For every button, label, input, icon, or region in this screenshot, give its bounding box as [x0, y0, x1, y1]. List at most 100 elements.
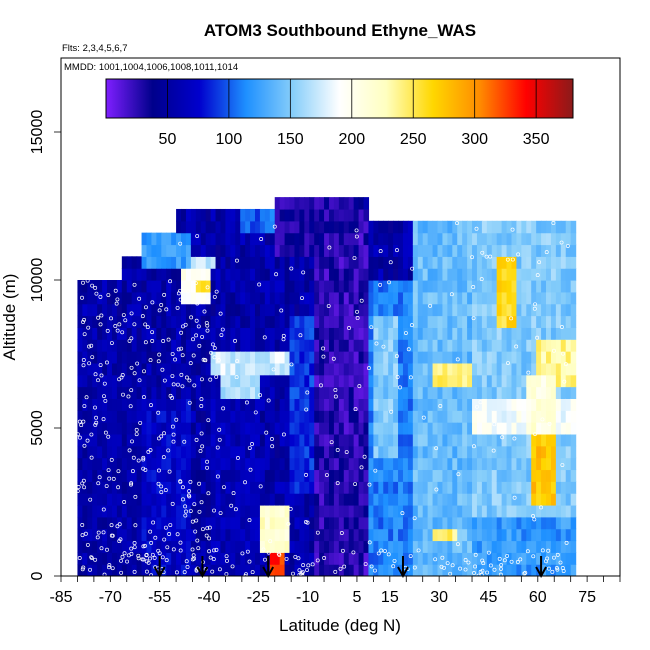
- heatmap-cell: [171, 291, 177, 305]
- heatmap-cell: [284, 422, 291, 435]
- heatmap-cell: [555, 493, 562, 506]
- heatmap-cell: [116, 291, 123, 305]
- sample-point: [179, 372, 184, 377]
- heatmap-cell: [176, 362, 182, 376]
- heatmap-cell: [328, 197, 335, 210]
- heatmap-cell: [422, 315, 429, 328]
- heatmap-cell: [185, 315, 192, 328]
- heatmap-cell: [368, 220, 374, 234]
- sample-point: [463, 567, 468, 572]
- heatmap-cell: [294, 232, 300, 246]
- heatmap-cell: [161, 327, 167, 340]
- heatmap-cell: [348, 315, 355, 328]
- heatmap-cell: [176, 481, 182, 494]
- heatmap-cell: [151, 516, 157, 530]
- sample-point: [276, 551, 281, 556]
- heatmap-cell: [491, 493, 498, 506]
- heatmap-cell: [378, 504, 384, 518]
- heatmap-cell: [121, 398, 128, 411]
- heatmap-cell: [195, 315, 202, 328]
- heatmap-cell: [240, 528, 246, 542]
- heatmap-cell: [407, 351, 414, 364]
- heatmap-cell: [166, 481, 172, 494]
- sample-point: [215, 474, 220, 479]
- heatmap-cell: [452, 516, 458, 530]
- heatmap-cell: [121, 504, 128, 518]
- sample-point: [428, 303, 433, 308]
- heatmap-cell: [363, 208, 370, 222]
- heatmap-cell: [378, 457, 384, 471]
- heatmap-cell: [422, 362, 429, 376]
- heatmap-cell: [111, 351, 118, 364]
- heatmap-cell: [481, 540, 488, 553]
- heatmap-cell: [467, 220, 473, 234]
- heatmap-cell: [560, 362, 567, 376]
- heatmap-cell: [363, 493, 370, 506]
- heatmap-cell: [269, 422, 276, 435]
- heatmap-cell: [353, 351, 360, 364]
- heatmap-cell: [457, 445, 463, 459]
- heatmap-cell: [284, 481, 291, 494]
- heatmap-cell: [141, 256, 148, 269]
- heatmap-cell: [467, 280, 473, 293]
- heatmap-cell: [126, 362, 133, 376]
- sample-point: [372, 568, 377, 573]
- sample-point: [333, 394, 338, 399]
- heatmap-cell: [200, 208, 207, 222]
- sample-point: [173, 357, 177, 362]
- sample-point: [558, 560, 563, 565]
- heatmap-cell: [427, 398, 434, 411]
- heatmap-cell: [255, 220, 261, 234]
- heatmap-cell: [491, 351, 498, 364]
- heatmap-cell: [402, 220, 409, 234]
- heatmap-cell: [383, 540, 389, 553]
- heatmap-cell: [77, 493, 83, 506]
- heatmap-cell: [570, 315, 577, 328]
- heatmap-cell: [259, 552, 266, 565]
- heatmap-cell: [77, 528, 83, 542]
- heatmap-cell: [358, 398, 365, 411]
- heatmap-cell: [279, 504, 286, 518]
- heatmap-cell: [531, 433, 537, 447]
- heatmap-cell: [457, 410, 463, 423]
- heatmap-cell: [161, 493, 167, 506]
- heatmap-cell: [407, 398, 414, 411]
- heatmap-cell: [368, 327, 374, 340]
- heatmap-cell: [250, 268, 256, 281]
- heatmap-cell: [181, 422, 187, 435]
- heatmap-cell: [141, 315, 148, 328]
- sample-point: [305, 390, 310, 395]
- heatmap-cell: [319, 564, 325, 576]
- sample-point: [174, 417, 179, 422]
- heatmap-cell: [299, 291, 305, 305]
- heatmap-cell: [269, 540, 276, 553]
- heatmap-cell: [378, 433, 384, 447]
- heatmap-cell: [412, 268, 419, 281]
- heatmap-cell: [506, 374, 513, 388]
- heatmap-cell: [181, 303, 187, 317]
- heatmap-cell: [235, 386, 241, 399]
- heatmap-cell: [363, 303, 370, 317]
- heatmap-cell: [427, 327, 434, 340]
- heatmap-cell: [565, 398, 572, 411]
- heatmap-cell: [398, 504, 404, 518]
- heatmap-cell: [151, 540, 157, 553]
- heatmap-cell: [97, 410, 103, 423]
- sample-point: [304, 472, 309, 477]
- heatmap-cell: [151, 457, 157, 471]
- sample-point: [488, 563, 493, 568]
- heatmap-cell: [190, 410, 197, 423]
- heatmap-cell: [304, 564, 310, 576]
- heatmap-cell: [383, 256, 389, 269]
- sample-point: [163, 488, 168, 493]
- heatmap-cell: [516, 339, 522, 352]
- heatmap-cell: [328, 268, 335, 281]
- heatmap-cell: [481, 445, 488, 459]
- heatmap-cell: [328, 457, 335, 471]
- heatmap-cell: [102, 291, 108, 305]
- heatmap-cell: [314, 552, 320, 565]
- heatmap-cell: [442, 528, 448, 542]
- heatmap-cell: [151, 469, 157, 482]
- heatmap-cell: [368, 339, 374, 352]
- sample-point: [119, 375, 124, 380]
